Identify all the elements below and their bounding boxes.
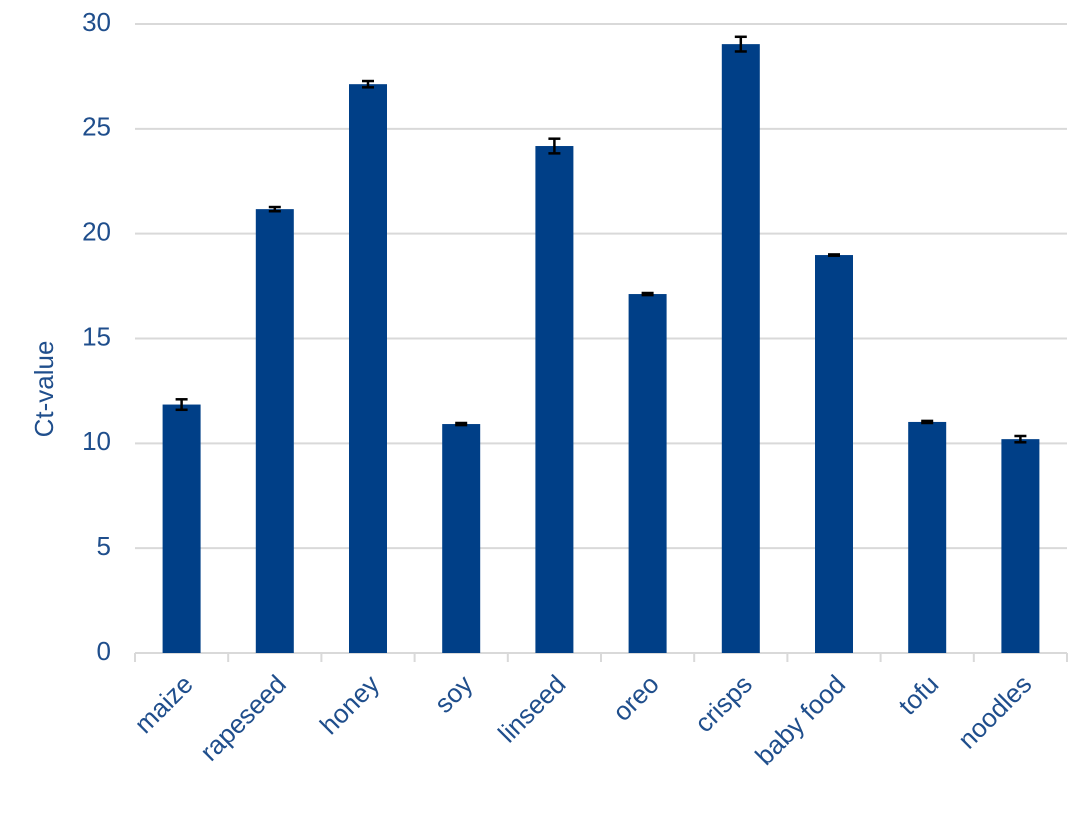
y-axis-label: Ct-value bbox=[29, 341, 59, 438]
error-bar bbox=[734, 35, 747, 53]
y-tick-label: 5 bbox=[97, 531, 111, 561]
x-tick-label: maize bbox=[128, 669, 198, 739]
x-tick-label: soy bbox=[428, 669, 478, 719]
x-tick-label: linseed bbox=[492, 669, 571, 748]
y-tick-label: 15 bbox=[82, 321, 111, 351]
y-tick-label: 20 bbox=[82, 217, 111, 247]
bar bbox=[535, 146, 574, 653]
y-tick-label: 25 bbox=[82, 112, 111, 142]
error-bar bbox=[828, 253, 840, 257]
bar bbox=[1001, 439, 1040, 653]
error-bar bbox=[455, 421, 468, 427]
bar bbox=[721, 44, 760, 654]
y-tick-label: 0 bbox=[97, 636, 111, 666]
bar bbox=[815, 255, 853, 653]
bar bbox=[349, 84, 387, 654]
bar bbox=[162, 404, 201, 653]
error-bar bbox=[921, 419, 934, 425]
x-tick-label: tofu bbox=[892, 669, 944, 721]
bar bbox=[908, 421, 947, 653]
y-tick-label: 30 bbox=[82, 7, 111, 37]
x-tick-label: oreo bbox=[607, 669, 665, 727]
error-bar bbox=[641, 291, 654, 297]
x-tick-label: noodles bbox=[952, 669, 1038, 755]
x-tick-label: honey bbox=[314, 669, 385, 740]
error-bar bbox=[548, 137, 561, 155]
error-bar bbox=[268, 205, 281, 213]
x-tick-label: crisps bbox=[689, 669, 758, 738]
x-tick-label: rapeseed bbox=[194, 669, 292, 767]
y-tick-label: 10 bbox=[82, 426, 111, 456]
bar bbox=[255, 209, 294, 653]
bar bbox=[442, 424, 481, 653]
error-bar bbox=[175, 398, 188, 412]
bar bbox=[628, 294, 667, 653]
x-tick-label: baby food bbox=[749, 669, 851, 771]
error-bar bbox=[362, 79, 374, 89]
error-bar bbox=[1014, 434, 1027, 444]
